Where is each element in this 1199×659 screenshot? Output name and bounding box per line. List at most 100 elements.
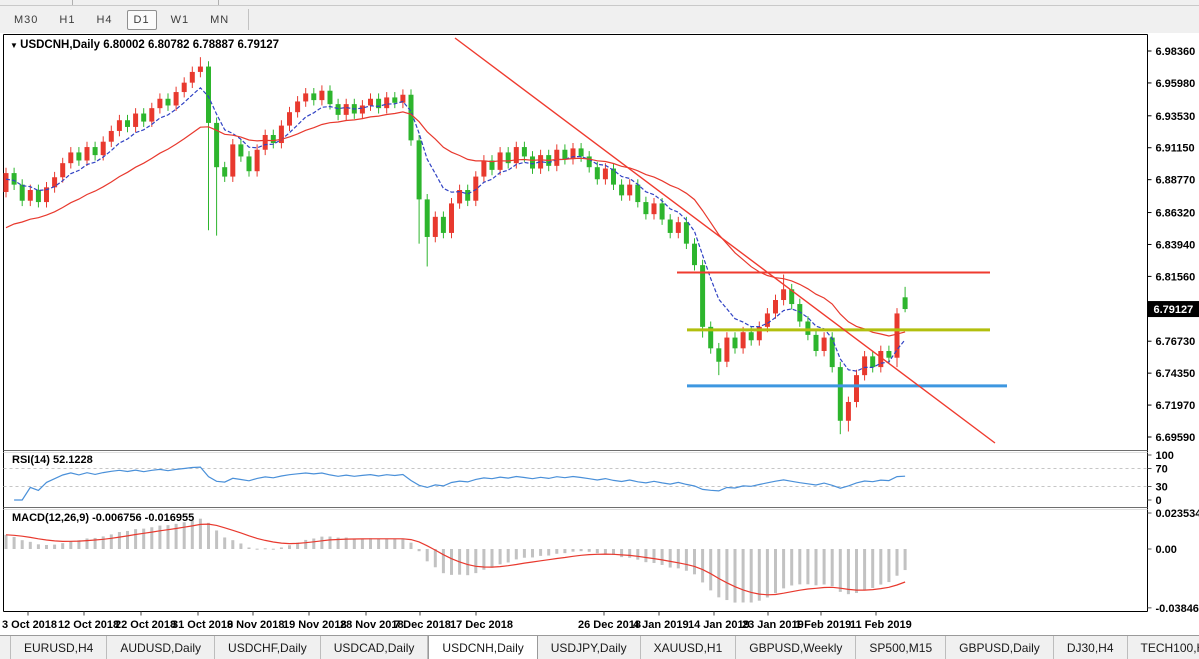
macd-histogram-bar <box>45 544 48 549</box>
candle-body <box>611 168 616 185</box>
candle-body <box>854 375 859 402</box>
macd-histogram-bar <box>28 541 32 549</box>
macd-histogram-bar <box>587 549 591 552</box>
candle-body <box>157 98 163 109</box>
price-axis-label: 6.69590 <box>1156 432 1196 444</box>
chart-tab-eurusd-h4[interactable]: EURUSD,H4 <box>10 636 108 659</box>
candle-body <box>845 401 851 421</box>
timeframe-button-d1[interactable]: D1 <box>126 9 157 30</box>
macd-histogram-bar <box>425 549 429 562</box>
candle-body <box>797 304 803 322</box>
date-axis-label: 22 Oct 2018 <box>115 619 176 631</box>
rsi-line <box>14 466 906 501</box>
timeframe-button-m30[interactable]: M30 <box>14 13 39 26</box>
chart-tab-gbpusd-weekly[interactable]: GBPUSD,Weekly <box>736 636 857 659</box>
macd-histogram-bar <box>725 549 729 601</box>
candle-body <box>829 337 835 368</box>
macd-histogram-bar <box>547 549 551 556</box>
macd-axis-label: 0.00 <box>1156 544 1177 556</box>
date-axis-label: 26 Dec 2018 <box>578 619 641 631</box>
price-axis[interactable]: 6.98360 6.95980 6.93530 6.91150 6.88770 6.863… <box>1147 46 1199 615</box>
macd-histogram-bar <box>652 549 656 564</box>
macd-histogram-bar <box>693 549 696 575</box>
macd-histogram-bar <box>555 549 559 554</box>
chart-tab-sp500-m15[interactable]: SP500,M15 <box>856 636 947 659</box>
rsi-axis-label: 30 <box>1156 482 1168 494</box>
macd-histogram-bar <box>571 549 575 552</box>
macd-histogram-bar <box>514 549 518 560</box>
candle-body <box>489 160 495 170</box>
candle-body <box>222 167 228 177</box>
rsi-panel <box>3 466 1148 501</box>
macd-histogram-bar <box>846 549 850 595</box>
macd-histogram-bar <box>506 549 510 563</box>
candle-body <box>327 90 333 105</box>
macd-histogram-bar <box>312 538 316 549</box>
chart-tab-usdcad-daily[interactable]: USDCAD,Daily <box>321 636 429 659</box>
candle-body <box>84 147 90 161</box>
macd-histogram-bar <box>660 549 664 565</box>
macd-histogram-bar <box>482 549 486 570</box>
chart-tab-xauusd-h1[interactable]: XAUUSD,H1 <box>641 636 737 659</box>
candle-body <box>813 334 819 351</box>
date-axis-label: 19 Nov 2018 <box>283 619 347 631</box>
candle-body <box>246 156 252 172</box>
macd-histogram-bar <box>765 549 769 598</box>
candle-body <box>635 184 641 203</box>
macd-axis-label: -0.038466 <box>1156 603 1199 615</box>
macd-histogram-bar <box>709 549 713 591</box>
price-axis-label: 6.95980 <box>1156 78 1196 90</box>
rsi-axis-label: 100 <box>1156 450 1174 462</box>
macd-histogram-bar <box>798 549 802 585</box>
candle-body <box>27 189 33 201</box>
candle-body <box>303 93 309 102</box>
chart-tab-gbpusd-daily[interactable]: GBPUSD,Daily <box>946 636 1054 659</box>
macd-histogram-bar <box>895 549 899 576</box>
candle-body <box>311 93 317 101</box>
candle-body <box>238 144 244 157</box>
macd-histogram-bar <box>620 549 624 558</box>
candle-body <box>432 216 438 237</box>
timeframe-button-h1[interactable]: H1 <box>59 13 76 26</box>
candle-body <box>692 243 697 266</box>
macd-histogram-bar <box>563 549 567 554</box>
candle-body <box>724 337 730 362</box>
candle-body <box>230 144 236 177</box>
candle-body <box>481 160 487 177</box>
candle-body <box>870 356 876 368</box>
chart-tab-usdjpy-daily[interactable]: USDJPY,Daily <box>538 636 641 659</box>
candle-body <box>505 152 511 164</box>
candle-body <box>659 203 665 220</box>
macd-histogram-bar <box>774 549 777 594</box>
chart-tab-usdchf-daily[interactable]: USDCHF,Daily <box>215 636 321 659</box>
candle-body <box>270 134 276 144</box>
chart-tab-dj30-h4[interactable]: DJ30,H4 <box>1054 636 1128 659</box>
macd-histogram-bar <box>717 549 721 598</box>
timeframe-button-mn[interactable]: MN <box>210 13 230 26</box>
candle-body <box>287 112 292 126</box>
date-axis-label: 1 Feb 2019 <box>795 619 851 631</box>
chart-background <box>0 33 1199 635</box>
macd-histogram-bar <box>182 522 186 549</box>
macd-histogram-bar <box>352 538 356 549</box>
macd-histogram-bar <box>612 549 615 556</box>
macd-histogram-bar <box>838 549 842 592</box>
date-axis-label: 31 Oct 2018 <box>172 619 233 631</box>
chart-tab-usdcnh-daily[interactable]: USDCNH,Daily <box>428 636 538 659</box>
timeframe-button-h4[interactable]: H4 <box>96 13 113 26</box>
candle-body <box>457 189 463 204</box>
chart-tab-tech100-h1[interactable]: TECH100,H1 <box>1128 636 1199 659</box>
descending-trendline[interactable] <box>454 37 996 444</box>
chart-tab-audusd-daily[interactable]: AUDUSD,Daily <box>107 636 216 659</box>
candle-body <box>789 289 795 305</box>
timeframe-button-w1[interactable]: W1 <box>170 13 190 26</box>
candle-body <box>100 141 106 156</box>
macd-histogram-bar <box>903 549 907 571</box>
macd-histogram-bar <box>190 520 194 549</box>
macd-histogram-bar <box>676 549 680 569</box>
candle-body <box>578 148 584 157</box>
macd-histogram-bar <box>498 549 502 565</box>
